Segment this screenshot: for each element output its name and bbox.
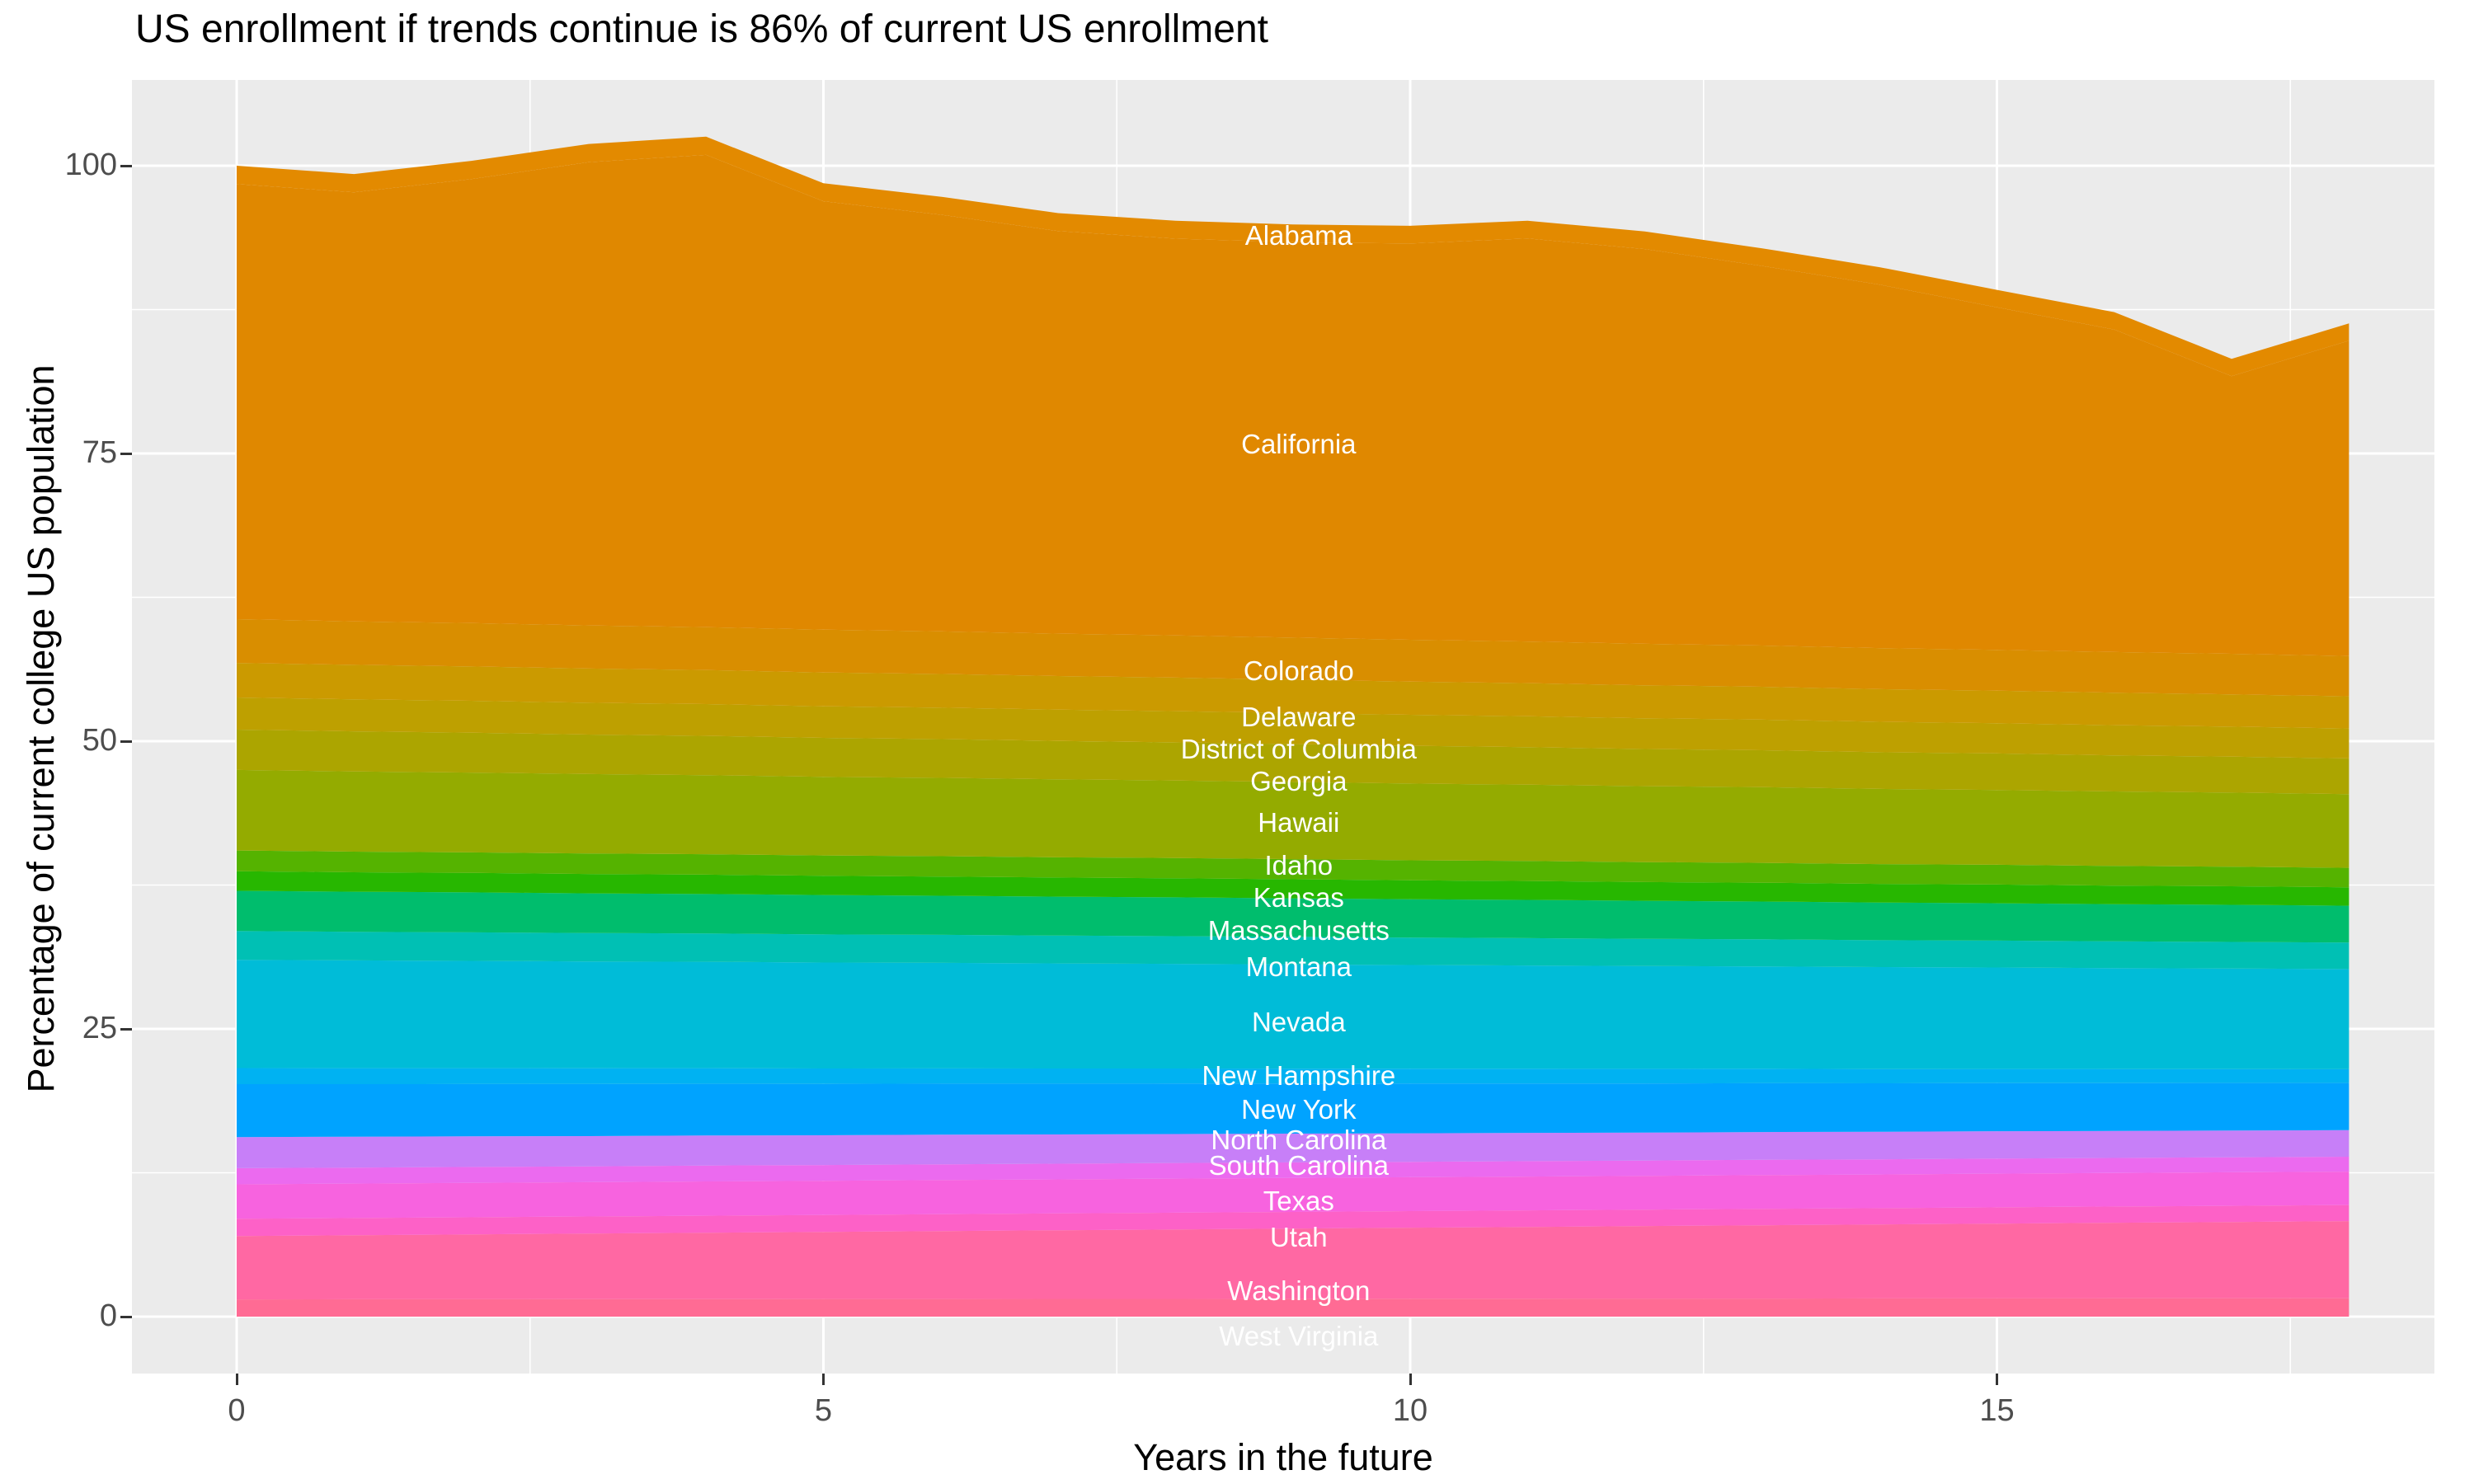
area-band-utah: [237, 1205, 2349, 1237]
area-band-montana: [237, 931, 2349, 970]
x-tick-label-5: 5: [814, 1393, 833, 1428]
x-axis-title: Years in the future: [1133, 1436, 1433, 1478]
area-band-south-carolina: [237, 1157, 2349, 1185]
area-band-north-carolina: [237, 1129, 2349, 1168]
area-band-massachusetts: [237, 890, 2349, 943]
y-tick-mark-100: [120, 164, 132, 167]
area-band-colorado: [237, 619, 2349, 697]
y-tick-mark-50: [120, 740, 132, 743]
y-tick-mark-75: [120, 452, 132, 455]
x-tick-mark-5: [822, 1374, 825, 1385]
y-tick-label-100: 100: [64, 148, 117, 182]
x-tick-label-15: 15: [1979, 1393, 2015, 1428]
area-band-new-hampshire: [237, 1068, 2349, 1084]
area-band-delaware: [237, 663, 2349, 729]
area-band-georgia: [237, 730, 2349, 795]
area-band-california: [237, 154, 2349, 656]
y-tick-label-75: 75: [82, 435, 117, 470]
y-tick-label-50: 50: [82, 723, 117, 758]
area-band-hawaii: [237, 769, 2349, 868]
area-band-district-of-columbia: [237, 697, 2349, 758]
area-band-texas: [237, 1172, 2349, 1219]
area-band-new-york: [237, 1082, 2349, 1138]
area-band-nevada: [237, 960, 2349, 1069]
plot-panel: Alabama California Colorado Delaware Distric…: [132, 80, 2434, 1374]
plot-title: US enrollment if trends continue is 86% …: [135, 7, 1268, 51]
y-tick-label-0: 0: [99, 1298, 117, 1333]
y-tick-mark-0: [120, 1315, 132, 1318]
x-tick-mark-0: [235, 1374, 238, 1385]
y-tick-mark-25: [120, 1027, 132, 1031]
x-tick-label-0: 0: [228, 1393, 246, 1428]
stacked-area-chart: [132, 80, 2434, 1374]
area-band-washington: [237, 1221, 2349, 1300]
area-band-idaho: [237, 850, 2349, 888]
x-tick-mark-10: [1409, 1374, 1412, 1385]
x-tick-label-10: 10: [1392, 1393, 1428, 1428]
y-tick-label-25: 25: [82, 1011, 117, 1045]
x-tick-mark-15: [1996, 1374, 1998, 1385]
area-band-kansas: [237, 871, 2349, 906]
area-band-west-virginia: [237, 1298, 2349, 1317]
